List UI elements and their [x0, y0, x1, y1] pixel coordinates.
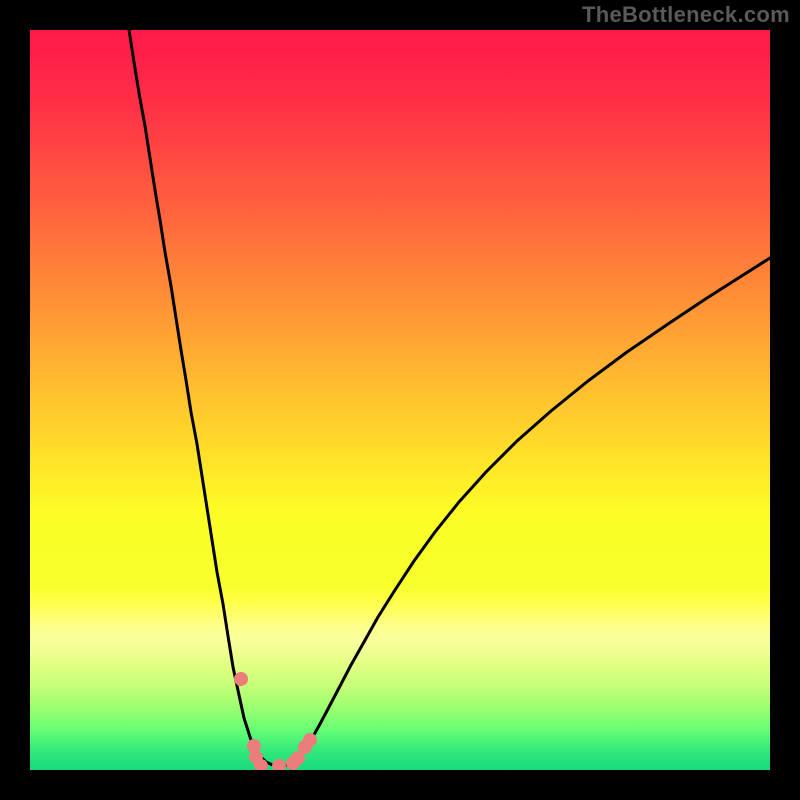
chart-frame: TheBottleneck.com	[0, 0, 800, 800]
plot-area	[30, 30, 770, 770]
plot-svg	[30, 30, 770, 770]
gradient-background	[30, 30, 770, 770]
watermark-label: TheBottleneck.com	[582, 2, 790, 28]
data-marker	[303, 733, 317, 747]
data-marker	[234, 672, 248, 686]
